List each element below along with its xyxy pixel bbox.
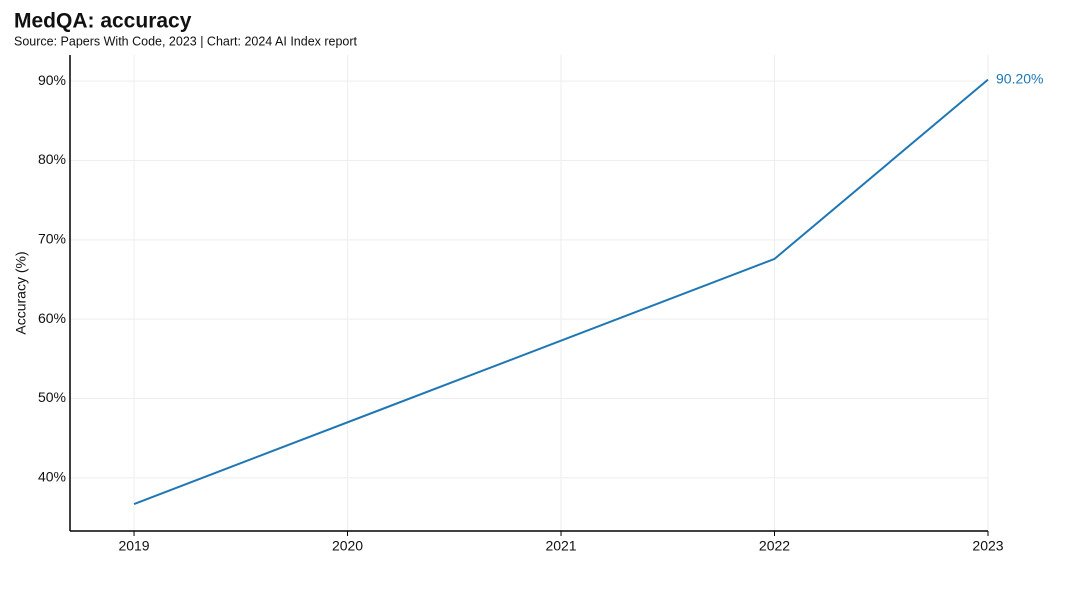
x-tick-label: 2019 — [118, 538, 149, 554]
y-tick-label: 80% — [38, 151, 66, 167]
line — [133, 78, 989, 505]
x-tick-label: 2023 — [972, 538, 1003, 554]
y-tick-label: 70% — [38, 231, 66, 247]
y-tick-label: 40% — [38, 469, 66, 485]
x-tick-label: 2020 — [332, 538, 363, 554]
x-tick-label: 2022 — [759, 538, 790, 554]
chart-title: MedQA: accuracy — [14, 10, 192, 33]
y-tick-label: 60% — [38, 310, 66, 326]
x-tick-label: 2021 — [545, 538, 576, 554]
chart-subtitle: Source: Papers With Code, 2023 | Chart: … — [14, 34, 358, 48]
y-tick-label: 50% — [38, 389, 66, 405]
y-axis-label: Accuracy (%) — [13, 251, 29, 334]
value-label: 90.20% — [996, 70, 1043, 86]
y-tick-label: 90% — [38, 72, 66, 88]
